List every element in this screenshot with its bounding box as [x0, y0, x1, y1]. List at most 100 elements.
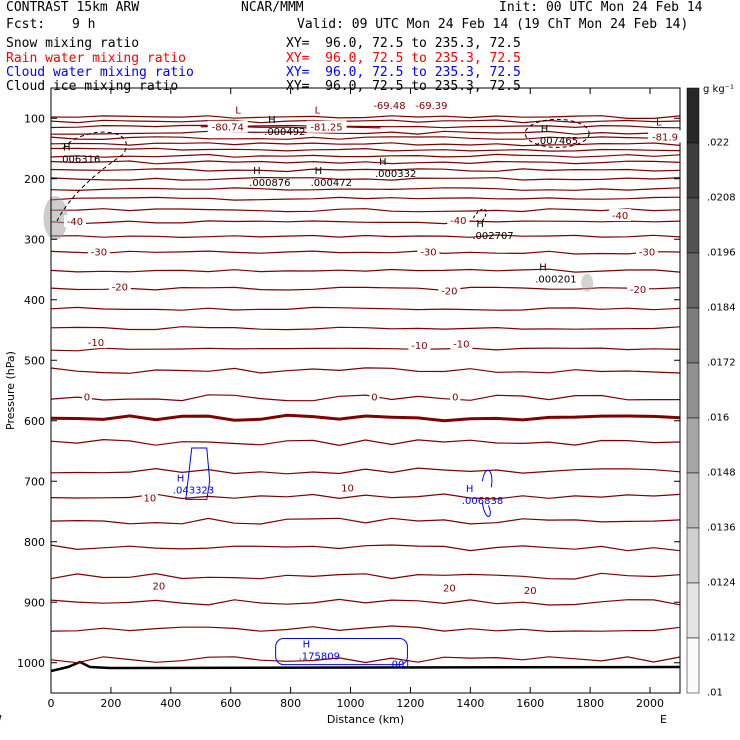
y-tick-label: 500	[24, 354, 45, 367]
cloud-water-contours	[185, 447, 493, 666]
colorbar-label: .0184	[707, 303, 736, 314]
forecast-hour: 9 h	[72, 17, 96, 32]
contour-label-bg	[417, 245, 440, 258]
x-tick-label: 1200	[396, 697, 424, 710]
temperature-label: -20	[630, 285, 646, 296]
extremum-value: .007465	[537, 136, 578, 147]
temperature-label: 20	[152, 581, 165, 592]
terrain-surface	[50, 660, 681, 673]
extremum-marker: L	[235, 105, 241, 116]
extremum-value: .006316	[59, 154, 100, 165]
y-tick-label: 300	[24, 233, 45, 246]
temperature-label: -40	[67, 217, 83, 228]
temperature-contour-line	[50, 142, 681, 147]
contour-label-bg	[81, 390, 92, 403]
colorbar-label: .0112	[707, 633, 736, 644]
contour-label-bg	[627, 282, 650, 295]
x-tick-label: 200	[100, 697, 121, 710]
contour-label-bg	[438, 284, 461, 297]
extremum-value: .000876	[249, 178, 290, 189]
contour-label-bg	[609, 209, 632, 222]
y-axis-label: Pressure (hPa)	[4, 351, 17, 430]
colorbar-label: .022	[707, 138, 729, 149]
colorbar-segment	[686, 307, 700, 364]
colorbar-label: .016	[707, 413, 729, 424]
contour-label-bg	[522, 584, 539, 597]
temperature-label: -30	[91, 247, 107, 258]
contour-label-bg	[636, 245, 659, 258]
contour-label-bg	[408, 339, 431, 352]
temperature-contour-line	[50, 124, 681, 129]
colorbar-label: .01	[707, 688, 723, 699]
colorbar-label: .0172	[707, 358, 736, 369]
extremum-value: .000472	[311, 178, 352, 189]
contour-label-bg	[441, 581, 458, 594]
temperature-label: -10	[453, 339, 469, 350]
extremum-value: .000201	[535, 275, 576, 286]
x-end-label-west: W	[0, 713, 2, 726]
x-end-label-east: E	[660, 713, 667, 726]
extremum-value: .043323	[173, 485, 214, 496]
colorbar-label: .0136	[707, 523, 736, 534]
contour-label-bg	[306, 120, 347, 133]
extremum-marker: H	[315, 166, 323, 177]
colorbar-segment	[686, 362, 700, 419]
colorbar-segment	[686, 417, 700, 474]
temperature-label: -80.74	[212, 123, 244, 134]
contour-label-bg	[369, 390, 380, 403]
x-tick-label: 600	[220, 697, 241, 710]
contour-label-bg	[150, 579, 167, 592]
ice-shading	[43, 196, 68, 241]
field-name-cloud-ice: Cloud ice mixing ratio	[6, 79, 179, 94]
temperature-contour-line	[50, 160, 681, 165]
snow-contour	[472, 208, 487, 222]
y-tick-label: 800	[24, 536, 45, 549]
temperature-contour-line	[50, 153, 681, 158]
colorbar-label: .0148	[707, 468, 736, 479]
temperature-contour-line	[50, 250, 681, 255]
temperature-label: 0	[84, 393, 90, 404]
temperature-contour-line	[50, 187, 681, 192]
plot-frame	[50, 87, 681, 694]
temperature-contour-line	[50, 326, 681, 331]
temperature-contour-line	[50, 598, 681, 606]
temperature-contour-line	[50, 147, 681, 152]
temperature-label: 10	[341, 483, 354, 494]
ice-shading	[581, 273, 594, 292]
temperature-label: 20	[443, 584, 456, 595]
y-tick-label: 700	[24, 475, 45, 488]
temperature-contour-line	[50, 544, 681, 552]
contour-label-bg	[141, 491, 158, 504]
temperature-contour-line	[50, 394, 680, 402]
field-name-cloud-water: Cloud water mixing ratio	[6, 65, 194, 80]
contour-label-bg	[63, 215, 86, 228]
terrain-line	[50, 660, 681, 673]
temperature-label: -69.39	[415, 101, 447, 112]
temperature-label: 0	[452, 393, 458, 404]
extremum-marker: H	[539, 263, 547, 274]
temperature-label: -40	[450, 216, 466, 227]
y-tick-label: 200	[24, 173, 45, 186]
colorbar-label: .0196	[707, 248, 736, 259]
temperature-contour-line	[50, 438, 681, 447]
temperature-contour-line	[50, 286, 681, 292]
temperature-label: -10	[88, 338, 104, 349]
init-time: Init: 00 UTC Mon 24 Feb 14	[499, 0, 703, 15]
field-xy-cloud-water: XY= 96.0, 72.5 to 235.3, 72.5	[286, 65, 521, 80]
x-tick-label: 1000	[337, 697, 365, 710]
temperature-label: -20	[112, 282, 128, 293]
temperature-label: 0	[371, 393, 377, 404]
contour-label-bg	[339, 481, 356, 494]
colorbar-segment	[686, 472, 700, 529]
contour-label-bg	[87, 245, 110, 258]
contour-label-bg	[447, 213, 470, 226]
extrema-markers: L LLH.000492H.006316H.000876H.000472H.000…	[59, 105, 662, 670]
temperature-contour-line	[50, 136, 681, 141]
extremum-marker: H	[63, 142, 71, 153]
temperature-contour-line	[50, 467, 681, 475]
zero-degree-contour	[50, 413, 681, 423]
x-tick-label: 400	[160, 697, 181, 710]
temperature-contour-line	[50, 347, 681, 352]
extremum-marker: H	[268, 115, 276, 126]
